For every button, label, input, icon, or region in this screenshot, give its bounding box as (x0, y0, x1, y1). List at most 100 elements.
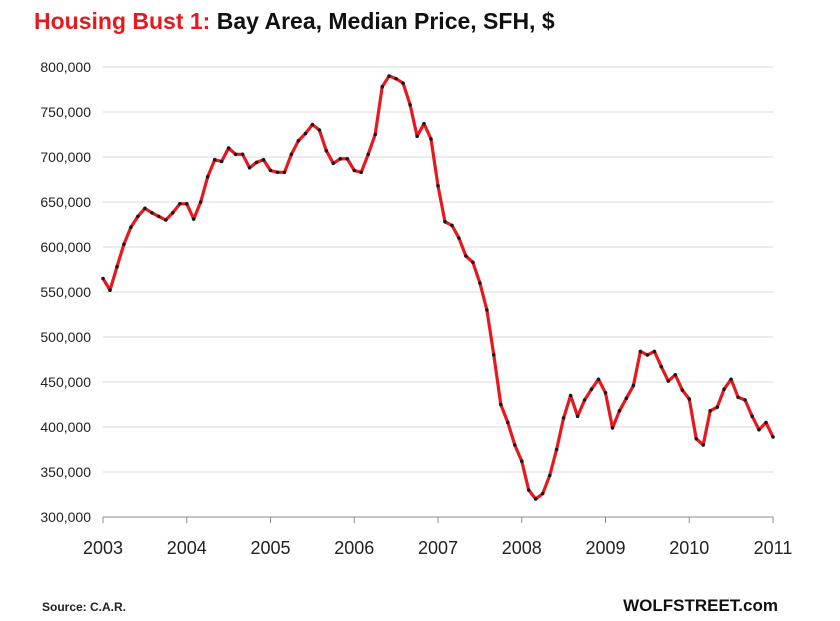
data-point (233, 152, 238, 157)
data-point (129, 225, 133, 229)
data-point (492, 353, 496, 357)
source-note: Source: C.A.R. (42, 600, 127, 614)
data-point (526, 488, 531, 492)
x-tick-label: 2010 (669, 538, 709, 558)
data-point (317, 128, 322, 132)
data-point (331, 161, 336, 166)
data-point (394, 76, 398, 81)
y-tick-label: 750,000 (40, 104, 91, 120)
data-point (115, 265, 119, 269)
data-point (359, 170, 364, 175)
data-point (764, 420, 768, 425)
data-point (415, 134, 419, 139)
data-point (708, 409, 712, 413)
data-point (219, 159, 224, 164)
data-point (457, 236, 461, 240)
data-point (589, 387, 594, 392)
data-point (568, 393, 573, 398)
data-point (185, 202, 189, 206)
data-point (582, 398, 587, 402)
data-point (666, 379, 671, 383)
x-tick-label: 2009 (585, 538, 625, 558)
data-point (101, 276, 105, 281)
x-tick-label: 2008 (502, 538, 542, 558)
y-tick-label: 600,000 (40, 239, 91, 255)
data-point (750, 414, 754, 419)
data-point (143, 206, 147, 211)
data-point (603, 391, 608, 395)
data-point (296, 139, 301, 143)
data-point (596, 377, 601, 382)
data-point (729, 377, 733, 382)
data-point (743, 398, 747, 402)
data-point (303, 131, 308, 136)
data-point (310, 122, 315, 127)
data-point (547, 473, 552, 478)
data-point (617, 409, 622, 413)
y-tick-label: 400,000 (40, 419, 91, 435)
data-point (561, 416, 566, 420)
data-point (485, 308, 489, 312)
y-tick-label: 300,000 (40, 509, 91, 525)
series-line (101, 74, 775, 501)
data-point (680, 388, 685, 392)
data-point (436, 184, 440, 188)
chart-title: Housing Bust 1: Bay Area, Median Price, … (34, 8, 555, 35)
data-point (324, 148, 329, 153)
data-point (638, 349, 643, 354)
brand-logo-text: WOLFSTREET.com (623, 596, 778, 615)
data-point (108, 288, 112, 293)
data-point (652, 349, 657, 354)
data-point (157, 214, 161, 219)
x-tick-label: 2003 (83, 538, 123, 558)
data-point (338, 157, 343, 161)
data-point (610, 426, 615, 430)
data-point (275, 170, 280, 175)
data-point (289, 152, 294, 157)
data-point (687, 397, 692, 401)
y-tick-label: 650,000 (40, 194, 91, 210)
y-tick-label: 450,000 (40, 374, 91, 390)
data-point (471, 260, 475, 265)
data-point (212, 157, 217, 162)
data-point (164, 218, 168, 222)
data-point (722, 387, 726, 392)
data-point (268, 168, 273, 173)
data-point (352, 168, 357, 173)
data-point (380, 85, 385, 89)
data-point (645, 353, 650, 357)
y-tick-label: 350,000 (40, 464, 91, 480)
x-tick-label: 2005 (250, 538, 290, 558)
data-point (715, 405, 719, 410)
data-point (240, 152, 245, 157)
x-tick-label: 2011 (754, 538, 793, 558)
data-point (443, 220, 447, 224)
data-point (771, 435, 775, 439)
data-point (373, 132, 378, 137)
data-point (422, 121, 426, 126)
y-tick-label: 700,000 (40, 149, 91, 165)
data-point (150, 211, 154, 215)
data-point (261, 157, 266, 162)
data-point (520, 459, 524, 464)
data-point (533, 497, 538, 501)
data-point (122, 242, 126, 247)
x-tick-label: 2006 (334, 538, 374, 558)
data-point (736, 395, 740, 400)
data-point (136, 214, 140, 219)
data-point (401, 81, 405, 85)
data-point (178, 202, 182, 206)
data-point (554, 447, 559, 452)
data-point (513, 443, 517, 447)
data-point (408, 103, 412, 107)
x-tick-label: 2004 (167, 538, 207, 558)
line-chart: 300,000 350,000 400,000 450,000 500,000 550,0… (40, 59, 793, 558)
data-point (659, 364, 664, 369)
data-point (254, 160, 259, 165)
data-point (575, 414, 580, 419)
data-point (701, 443, 705, 447)
data-point (694, 436, 698, 441)
data-point (540, 491, 545, 496)
x-tick-label: 2007 (418, 538, 458, 558)
data-point (673, 373, 678, 377)
